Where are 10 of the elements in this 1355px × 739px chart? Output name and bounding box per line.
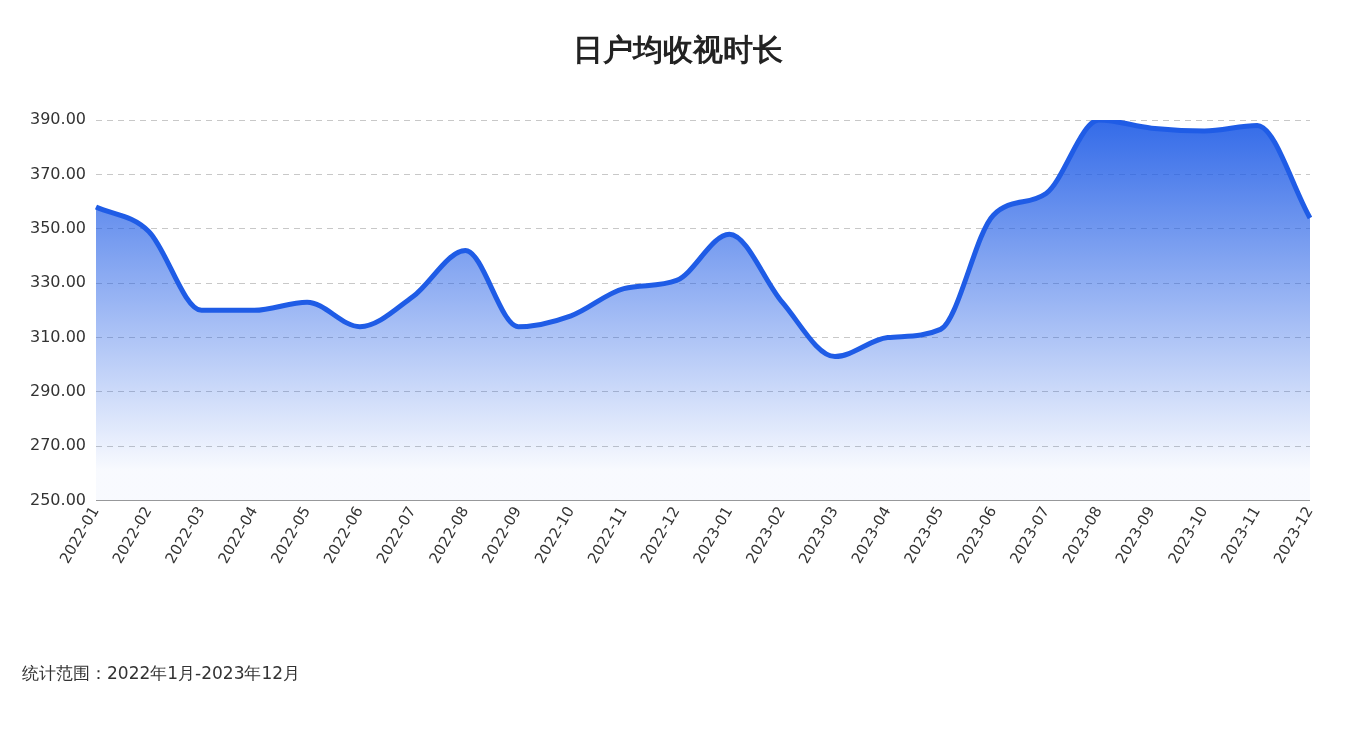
y-tick-label: 310.00 <box>30 326 86 346</box>
chart-title: 日户均收视时长 <box>571 31 784 69</box>
y-tick-label: 250.00 <box>30 489 86 509</box>
y-tick-label: 370.00 <box>30 163 86 183</box>
text: 统计范围：2022年1月-2023年12月 <box>22 662 301 685</box>
y-tick-label: 330.00 <box>30 272 86 292</box>
y-tick-label: 350.00 <box>30 217 86 237</box>
y-tick-label: 270.00 <box>30 435 86 455</box>
y-tick-label: 290.00 <box>30 381 86 401</box>
y-tick-label: 390.00 <box>30 109 86 129</box>
